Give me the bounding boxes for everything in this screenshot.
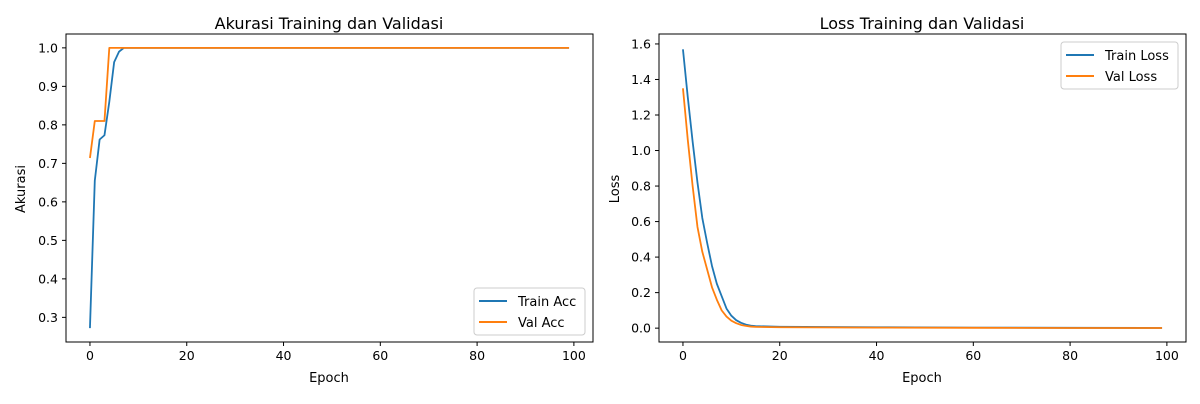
accuracy-x-tick-label: 20: [179, 348, 195, 363]
accuracy-y-tick-label: 0.8: [38, 117, 58, 132]
accuracy-chart: Akurasi Training dan Validasi Epoch Akur…: [14, 14, 594, 386]
legend-label-train-loss: Train Loss: [1104, 49, 1169, 64]
loss-x-tick-label: 100: [1155, 348, 1179, 363]
loss-y-tick-label: 1.2: [631, 107, 651, 122]
accuracy-plot-frame: [65, 33, 594, 343]
loss-y-tick-label: 0.0: [631, 321, 651, 336]
accuracy-x-tick-label: 100: [562, 348, 586, 363]
loss-legend: Train Loss Val Loss: [1060, 41, 1179, 90]
loss-y-tick-label: 1.4: [631, 72, 651, 87]
loss-x-label: Epoch: [902, 371, 942, 386]
accuracy-y-tick-label: 0.4: [38, 271, 58, 286]
loss-chart-title: Loss Training dan Validasi: [820, 14, 1025, 33]
accuracy-x-tick-label: 60: [372, 348, 388, 363]
loss-y-tick-label: 1.6: [631, 36, 651, 51]
loss-x-tick-label: 60: [965, 348, 981, 363]
loss-y-tick-label: 1.0: [631, 143, 651, 158]
loss-y-tick-label: 0.6: [631, 214, 651, 229]
accuracy-x-tick-label: 80: [469, 348, 485, 363]
accuracy-y-tick-label: 1.0: [38, 40, 58, 55]
loss-y-tick-label: 0.8: [631, 179, 651, 194]
legend-label-val-loss: Val Loss: [1105, 70, 1157, 85]
legend-label-train-acc: Train Acc: [517, 295, 576, 310]
loss-x-tick-label: 0: [679, 348, 687, 363]
loss-chart: Loss Training dan Validasi Epoch Loss 0 2…: [608, 14, 1187, 386]
loss-plot-frame: [658, 33, 1187, 343]
accuracy-ticks: 0 20 40 60 80 100 0.3 0.4 0.5 0.6 0.7 0.8 0.9 1.0: [38, 40, 586, 363]
accuracy-y-tick-label: 0.5: [38, 233, 58, 248]
accuracy-legend: Train Acc Val Acc: [473, 287, 586, 336]
accuracy-x-label: Epoch: [309, 371, 349, 386]
accuracy-legend-box: [473, 287, 586, 336]
accuracy-y-label: Akurasi: [14, 165, 29, 213]
accuracy-y-tick-label: 0.3: [38, 310, 58, 325]
loss-x-tick-label: 20: [772, 348, 788, 363]
accuracy-y-tick-label: 0.6: [38, 194, 58, 209]
loss-lines: [682, 49, 1163, 329]
series-line-train-loss: [682, 49, 1163, 329]
accuracy-lines: [89, 46, 570, 329]
accuracy-y-tick-label: 0.7: [38, 156, 58, 171]
series-line-train-acc: [89, 46, 570, 329]
loss-x-tick-label: 40: [869, 348, 885, 363]
accuracy-x-tick-label: 40: [276, 348, 292, 363]
legend-label-val-acc: Val Acc: [518, 316, 565, 331]
loss-y-tick-label: 0.2: [631, 285, 651, 300]
loss-ticks: 0 20 40 60 80 100 0.0 0.2 0.4 0.6 0.8 1.0 1.2 1.4 1.6: [631, 36, 1179, 363]
loss-x-tick-label: 80: [1062, 348, 1078, 363]
series-line-val-acc: [89, 46, 570, 159]
loss-y-label: Loss: [608, 175, 623, 204]
accuracy-chart-title: Akurasi Training dan Validasi: [215, 14, 444, 33]
loss-legend-box: [1060, 41, 1179, 90]
accuracy-y-tick-label: 0.9: [38, 79, 58, 94]
series-line-val-loss: [682, 88, 1163, 329]
loss-y-tick-label: 0.4: [631, 250, 651, 265]
accuracy-x-tick-label: 0: [86, 348, 94, 363]
